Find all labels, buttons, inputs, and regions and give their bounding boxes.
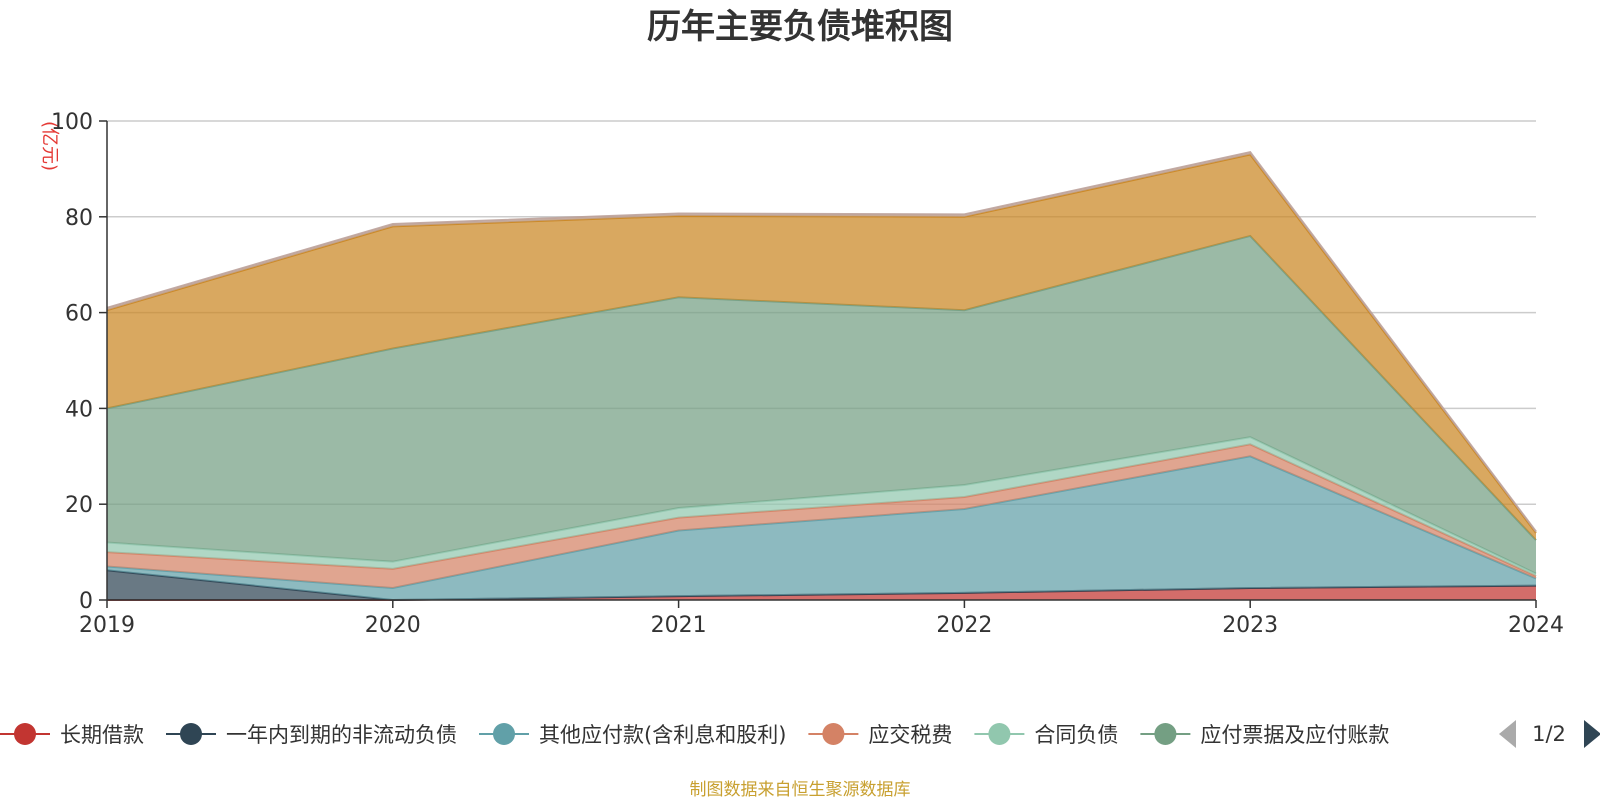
y-tick-label: 80: [65, 206, 93, 231]
legend-item[interactable]: 长期借款: [0, 723, 144, 747]
y-tick-label: 20: [65, 493, 93, 518]
legend-item[interactable]: 应付票据及应付账款: [1140, 723, 1389, 747]
x-tick-label: 2020: [365, 613, 421, 638]
legend-item[interactable]: 合同负债: [974, 723, 1118, 747]
y-unit-label: (亿元): [39, 121, 60, 171]
legend-item[interactable]: 其他应付款(含利息和股利): [479, 723, 786, 747]
series-line-8: [106, 151, 1537, 533]
legend-page-indicator: 1/2: [1532, 722, 1566, 746]
legend-label: 一年内到期的非流动负债: [226, 723, 457, 747]
legend-circle-icon: [822, 723, 845, 745]
axes: 0 20 40 60 80 100 2019 2020 2021 2022 2023 2024: [51, 110, 1564, 638]
legend-circle-icon: [493, 723, 515, 745]
legend-pager: 1/2: [1499, 720, 1600, 748]
x-tick-label: 2022: [936, 613, 992, 638]
legend-label: 应付票据及应付账款: [1200, 723, 1389, 747]
legend-items: 长期借款 一年内到期的非流动负债 其他应付款(含利息和股利) 应交税费 合同负债 应付票据…: [0, 723, 1389, 747]
x-tick-label: 2019: [79, 613, 135, 638]
legend: 长期借款 一年内到期的非流动负债 其他应付款(含利息和股利) 应交税费 合同负债 应付票据…: [0, 723, 1389, 747]
legend-label: 长期借款: [60, 723, 144, 747]
data-source-note: 制图数据来自恒生聚源数据库: [690, 780, 911, 800]
x-tick-label: 2021: [651, 613, 707, 638]
area-series-4: [107, 444, 1536, 589]
y-tick-label: 40: [65, 397, 93, 422]
legend-circle-icon: [180, 723, 202, 745]
y-tick-label: 60: [65, 302, 93, 327]
chart-title: 历年主要负债堆积图: [647, 7, 953, 47]
x-tick-label: 2023: [1222, 613, 1278, 638]
legend-item[interactable]: 一年内到期的非流动负债: [166, 723, 457, 747]
area-series-5: [107, 437, 1536, 577]
y-tick-label: 100: [51, 110, 93, 135]
y-tick-label: 0: [79, 589, 93, 614]
legend-circle-icon: [14, 723, 36, 745]
area-series-7: [107, 154, 1536, 541]
legend-prev-page-icon[interactable]: [1499, 720, 1516, 748]
legend-next-page-icon[interactable]: [1584, 720, 1600, 748]
legend-label: 其他应付款(含利息和股利): [539, 723, 786, 747]
legend-label: 应交税费: [868, 723, 952, 747]
area-series-3: [107, 456, 1536, 600]
legend-circle-icon: [1154, 723, 1177, 745]
area-series-2: [107, 570, 1536, 600]
x-tick-label: 2024: [1508, 613, 1564, 638]
area-series-6: [107, 235, 1536, 574]
legend-label: 合同负债: [1034, 723, 1118, 747]
area-series: [106, 151, 1537, 602]
legend-circle-icon: [988, 723, 1011, 745]
legend-item[interactable]: 应交税费: [808, 723, 952, 747]
